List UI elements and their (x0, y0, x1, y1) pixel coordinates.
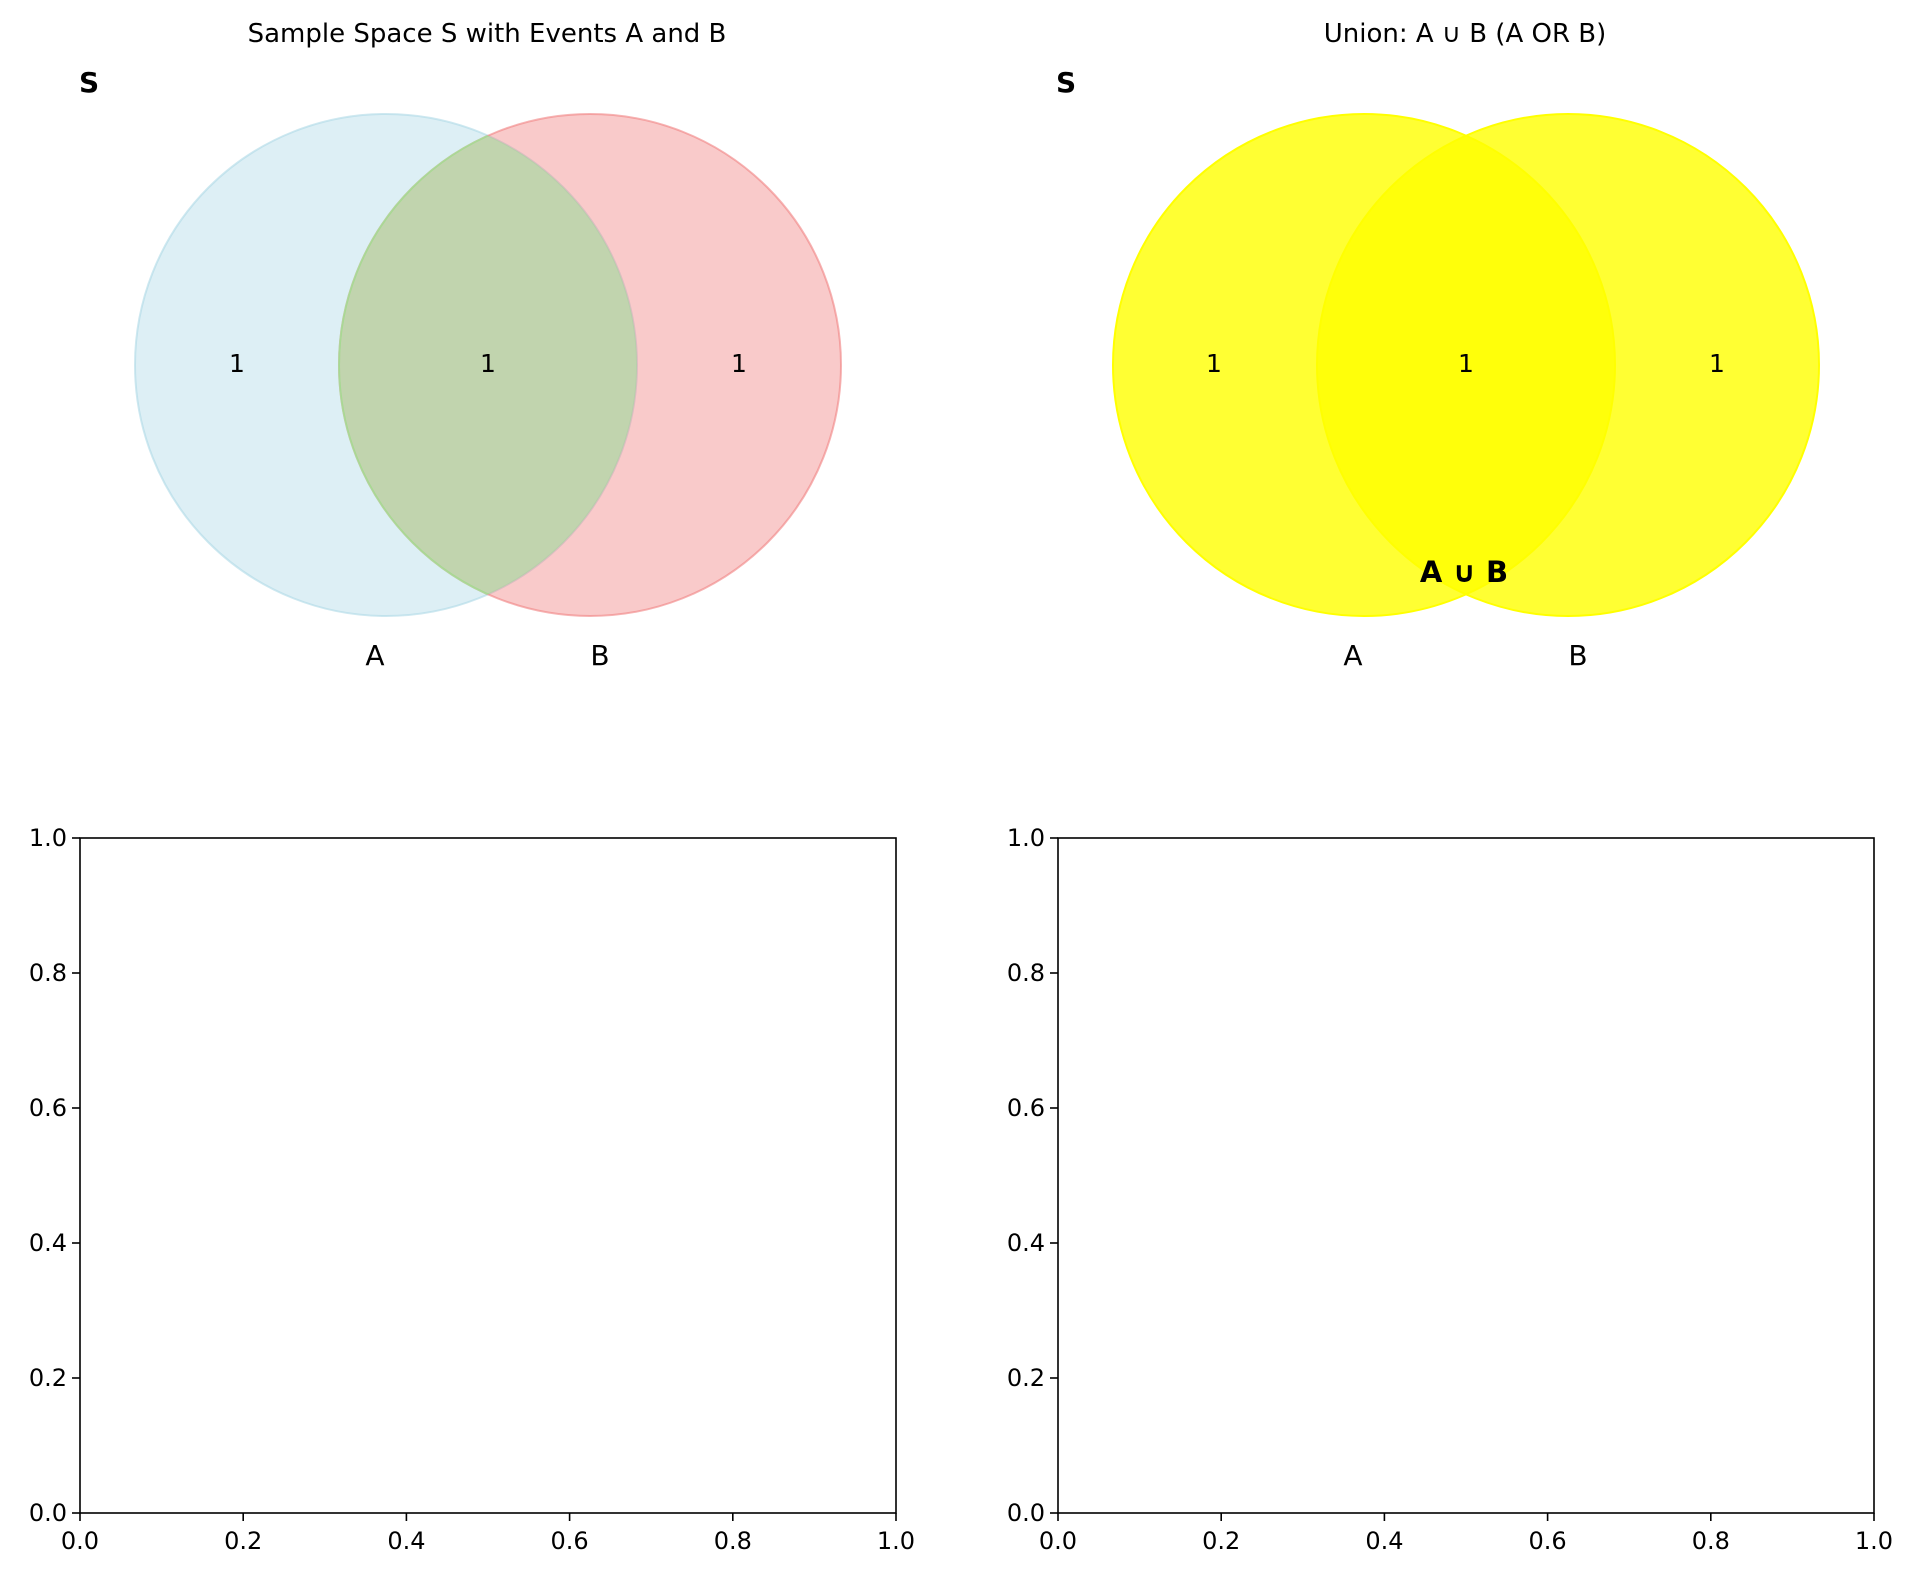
y-tick-label: 0.4 (29, 1229, 67, 1257)
union-title: Union: A ∪ B (A OR B) (1324, 19, 1607, 49)
region-a-only-count: 1 (229, 349, 245, 378)
x-tick-label: 0.8 (714, 1527, 752, 1555)
union-set-b-circle (1316, 113, 1820, 617)
y-tick-label: 0.8 (1007, 959, 1045, 987)
x-tick-label: 0.0 (1039, 1527, 1077, 1555)
x-tick-label: 0.2 (224, 1527, 262, 1555)
x-tick-label: 0.4 (1365, 1527, 1403, 1555)
y-tick-label: 0.0 (1007, 1499, 1045, 1527)
region-intersection-count: 1 (480, 349, 496, 378)
x-tick-label: 0.0 (61, 1527, 99, 1555)
axes-frame (79, 837, 897, 1514)
y-tick-label: 0.2 (1007, 1364, 1045, 1392)
empty-axes-left: 0.0 0.2 0.4 0.6 0.8 1.0 0.0 0.2 0.4 0.6 0.8 1.0 (29, 824, 915, 1555)
y-tick-label: 0.0 (29, 1499, 67, 1527)
union-region-intersection-count: 1 (1458, 349, 1474, 378)
x-tick-label: 0.2 (1202, 1527, 1240, 1555)
union-region-b-only-count: 1 (1709, 349, 1725, 378)
y-tick-label: 1.0 (29, 824, 67, 852)
union-highlight-label: A ∪ B (1420, 555, 1508, 589)
x-tick-label: 0.4 (387, 1527, 425, 1555)
intersection-region (338, 114, 637, 616)
axes-frame (1057, 837, 1875, 1514)
set-b-label: B (590, 639, 609, 672)
y-tick-label: 1.0 (1007, 824, 1045, 852)
union-panel: Union: A ∪ B (A OR B) S 1 1 1 A ∪ B A B (1056, 19, 1820, 672)
set-a-label: A (365, 639, 384, 672)
x-tick-label: 0.8 (1692, 1527, 1730, 1555)
y-tick-label: 0.4 (1007, 1229, 1045, 1257)
union-s-label: S (1056, 66, 1076, 99)
x-tick-label: 1.0 (877, 1527, 915, 1555)
sample-space-s-label: S (79, 66, 99, 99)
union-set-b-label: B (1568, 639, 1587, 672)
y-tick-label: 0.6 (29, 1094, 67, 1122)
region-b-only-count: 1 (731, 349, 747, 378)
sample-space-panel: Sample Space S with Events A and B S 1 1… (79, 19, 842, 672)
y-tick-label: 0.8 (29, 959, 67, 987)
set-a-circle (134, 113, 638, 617)
union-set-a-label: A (1343, 639, 1362, 672)
union-region-a-only-count: 1 (1206, 349, 1222, 378)
y-tick-label: 0.6 (1007, 1094, 1045, 1122)
x-tick-label: 0.6 (551, 1527, 589, 1555)
empty-axes-right: 0.0 0.2 0.4 0.6 0.8 1.0 0.0 0.2 0.4 0.6 0.8 1.0 (1007, 824, 1893, 1555)
x-tick-label: 0.6 (1529, 1527, 1567, 1555)
y-tick-label: 0.2 (29, 1364, 67, 1392)
x-tick-label: 1.0 (1855, 1527, 1893, 1555)
sample-space-title: Sample Space S with Events A and B (248, 19, 727, 49)
